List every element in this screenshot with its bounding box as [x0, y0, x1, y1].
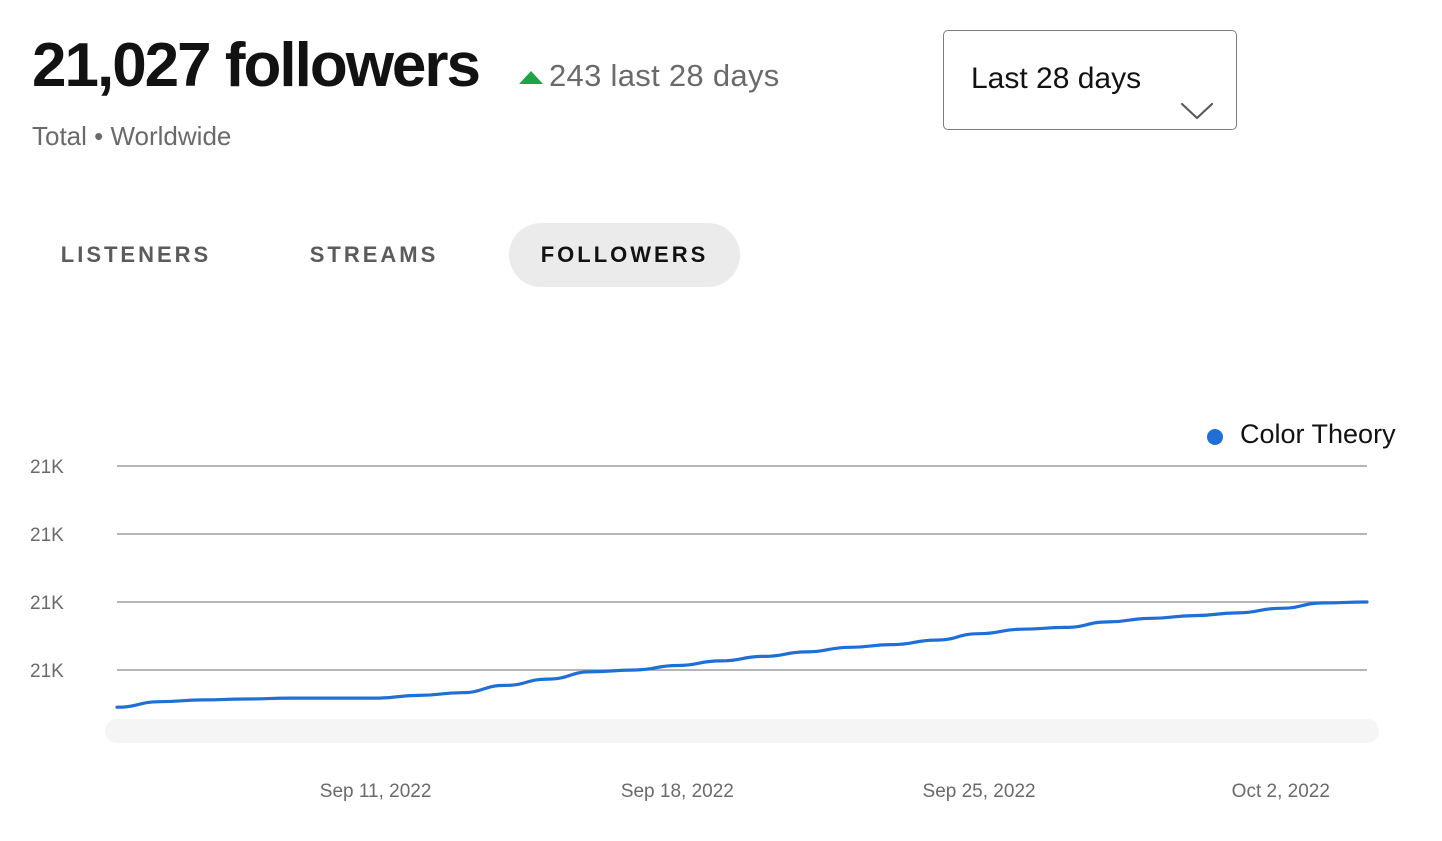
legend-dot-icon: [1207, 428, 1223, 445]
follower-change-text: 243 last 28 days: [549, 58, 780, 93]
follower-count-headline: 21,027 followers: [32, 31, 481, 100]
chart-series: [115, 600, 1369, 709]
tab-listeners[interactable]: LISTENERS: [60, 242, 212, 267]
y-tick-label: 21K: [30, 593, 64, 614]
legend-series-label: Color Theory: [1240, 419, 1396, 449]
date-range-dropdown[interactable]: Last 28 days: [943, 30, 1237, 130]
y-axis-ticks: 21K 21K 21K 21K: [30, 457, 64, 682]
series-line-color-theory: [115, 600, 1369, 709]
tab-followers[interactable]: FOLLOWERS: [509, 223, 740, 287]
x-tick-label: Sep 25, 2022: [923, 781, 1036, 802]
x-tick-label: Sep 18, 2022: [621, 781, 734, 802]
scope-subtitle: Total • Worldwide: [32, 121, 232, 151]
x-axis-ticks: Sep 11, 2022 Sep 18, 2022 Sep 25, 2022 Oct …: [320, 781, 1330, 802]
x-tick-label: Oct 2, 2022: [1232, 781, 1330, 802]
chart-range-scrollbar[interactable]: [105, 719, 1379, 743]
tab-streams[interactable]: STREAMS: [309, 242, 439, 267]
chevron-down-icon: [1180, 102, 1214, 120]
up-arrow-icon: [519, 70, 543, 84]
y-tick-label: 21K: [30, 457, 64, 478]
date-range-value: Last 28 days: [971, 62, 1142, 95]
chart-legend: Color Theory: [1207, 419, 1396, 450]
y-tick-label: 21K: [30, 525, 64, 546]
follower-change-indicator: 243 last 28 days: [519, 58, 780, 94]
x-tick-label: Sep 11, 2022: [320, 781, 432, 802]
chart-grid: [117, 465, 1367, 671]
y-tick-label: 21K: [30, 661, 64, 682]
